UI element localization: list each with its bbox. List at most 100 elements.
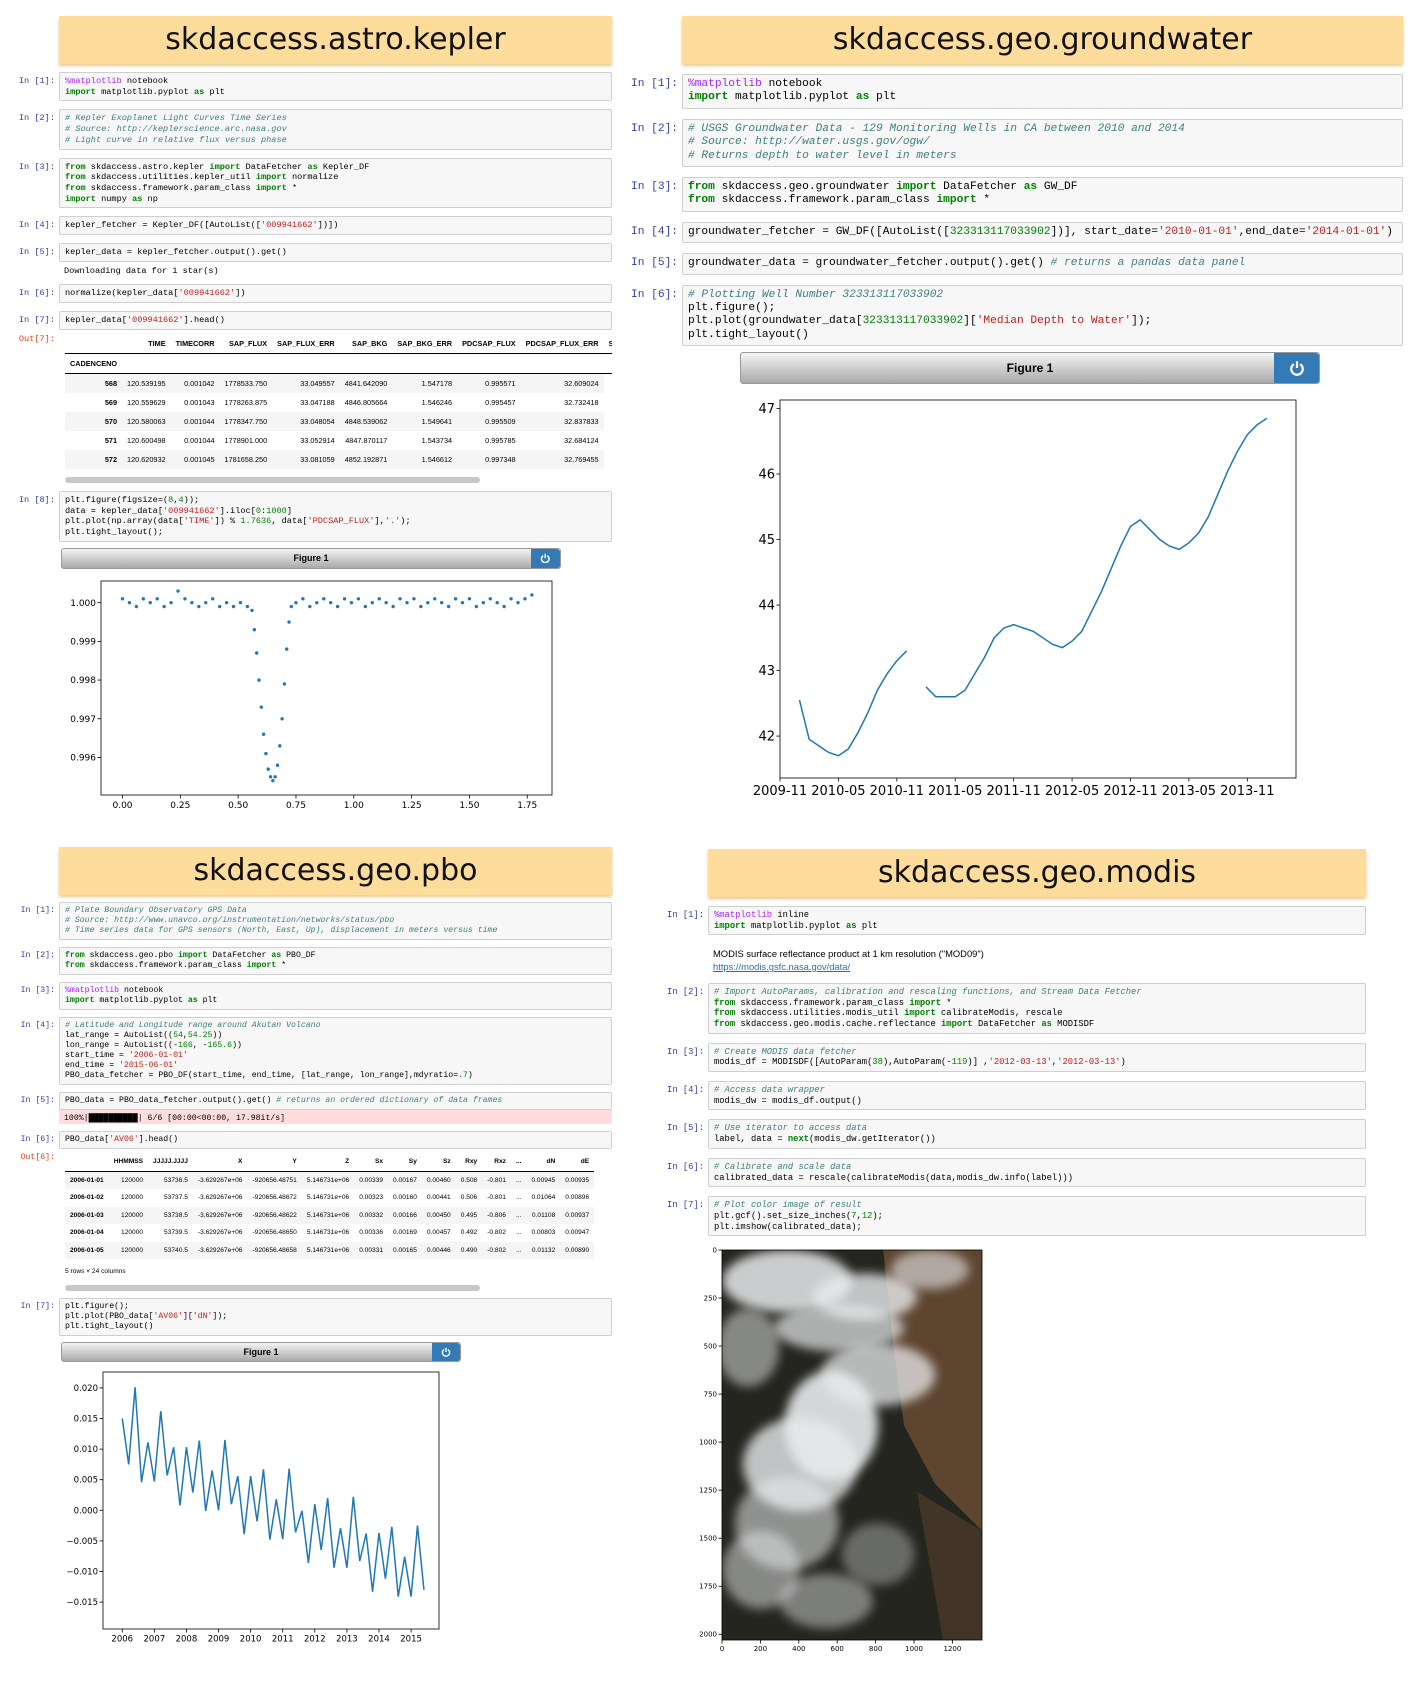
code-line: from skdaccess.geo.pbo import DataFetche… [65,951,316,960]
y-tick-label: 1500 [699,1535,717,1543]
point [342,596,347,601]
input-row: In [3]: from skdaccess.geo.groundwater im… [625,177,1403,212]
markdown-text: MODIS surface reflectance product at 1 k… [713,948,984,960]
table-cell: -920656.48658 [252,1246,297,1254]
code-token: # Source: http://keplerscience.arc.nasa.… [65,124,287,135]
x-tick-label: 2007 [144,1635,166,1645]
empty-header [457,353,521,374]
code-box: plt.figure(figsize=(8,4)); data = kepler_… [59,490,612,542]
code-token: import [255,172,287,183]
input-row: In [6]: normalize(kepler_data['009941662'… [16,284,612,304]
table-cell: 0.00166 [393,1211,417,1219]
code-token: import [255,182,287,193]
x-tick-label: 2010-05 [811,784,865,799]
table-cell: 1781658.250 [224,454,268,464]
column-header: SAP_BKG [339,333,393,354]
table-cell: 0.001045 [184,454,215,464]
table-cell: -0.806 [487,1211,506,1219]
table-output: HHMMSS JJJJJ.JJJJ X Y Z Sx Sy Sz Rxy Rxz... dN dE 20… [59,1149,612,1291]
cell: In [5]: groundwater_data = groundwater_fe… [625,253,1403,275]
code-token: import [904,1008,936,1019]
column-header: TIMECORR [170,333,220,354]
code-token: next [787,1134,810,1145]
code-line: PBO_data_fetcher = PBO_DF(start_time, en… [65,1071,473,1080]
notebook-panel: skdaccess.astro.kepler In [1]: %matplotlib… [16,16,612,821]
point [141,596,146,601]
table-cell: -0.802 [487,1246,506,1254]
prompt: In [4]: [20,1021,55,1030]
code-line: # Source: http://www.unavco.org/instrume… [65,916,606,926]
cell: In [7]: plt.figure(); plt.plot(PBO_data['A… [16,1298,612,1654]
point [287,619,291,624]
column-header: SAP_BKG_ERR [392,333,458,354]
code-line: # Latitude and Longitude range around Ak… [65,1021,606,1031]
point [446,604,451,608]
close-button[interactable] [432,1343,460,1361]
prompt: In [7]: [18,315,55,326]
code-box: # Plate Boundary Observatory GPS Data # S… [59,902,612,940]
code-line: plt.tight_layout() [688,328,809,341]
close-button[interactable] [1274,353,1319,384]
point [349,600,354,605]
code-box: kepler_fetcher = Kepler_DF([AutoList(['0… [59,216,612,236]
x-tick-label: 2010-11 [870,784,924,799]
prompt: In [4]: [631,225,678,238]
code-line: calibrated_data = rescale(calibrateModis… [714,1172,1073,1183]
table-row: 2006-01-02 120000 53737.5 -3.629267e+06 -920… [65,1189,594,1207]
table-head: HHMMSS JJJJJ.JJJJ X Y Z Sx Sy Sz Rxy Rxz... dN dE [65,1153,595,1172]
code-token: 1000 [266,505,287,516]
table-cell: 0.001044 [184,416,215,426]
table-cell: 0.00460 [426,1176,451,1184]
table-cell: 0.00935 [565,1176,590,1184]
code-box: # Kepler Exoplanet Light Curves Time Ser… [59,109,612,150]
table-cell: 0.00896 [565,1194,590,1201]
code-token: # Kepler Exoplanet Light Curves Time Ser… [65,113,287,124]
prompt: In [3]: [20,986,55,995]
code-token: '009941662' [163,505,220,516]
point [294,600,298,605]
code-line: label, data = next(modis_dw.getIterator(… [714,1134,936,1145]
code-line: %matplotlib notebook [65,986,164,995]
x-tick-label: 600 [831,1645,844,1653]
markdown-link[interactable]: https://modis.gsfc.nasa.gov/data/ [713,961,851,973]
prompt: In [1]: [667,910,704,920]
point [509,596,513,601]
code-box: PBO_data['AV06'].head() [59,1131,612,1149]
code-token: # Access data wrapper [714,1085,825,1096]
panel-title: skdaccess.geo.modis [708,849,1366,897]
y-tick-label: 250 [704,1295,717,1303]
table-cell: 1778533.750 [224,378,268,388]
figure-title: Figure 1 [243,1347,279,1357]
y-tick-label: 0.998 [70,676,96,686]
power-icon [441,1347,451,1357]
code-token: '2012-03-13' [1057,1057,1121,1068]
code-box: from skdaccess.geo.pbo import DataFetche… [59,947,612,975]
x-tick-label: 0.25 [170,801,190,811]
prompt: In [6]: [667,1161,704,1172]
point [224,600,229,605]
table-cell: 120.559629 [127,397,166,407]
point [259,705,263,709]
code-token: 7 [851,1210,857,1221]
table-cell: -3.629267e+06 [197,1246,243,1254]
code-line: from skdaccess.geo.groundwater import Da… [688,181,1078,194]
table-cell: ... [515,1246,522,1254]
prompt: In [6]: [20,1135,55,1144]
image-land [917,1492,982,1641]
cell: In [5]: PBO_data = PBO_data_fetcher.outpu… [16,1092,612,1124]
y-tick-label: 44 [758,599,775,614]
prompt: In [3]: [631,181,678,194]
y-tick-label: 2000 [699,1631,717,1639]
cell: In [1]: %matplotlib notebook import matplo… [625,74,1403,109]
table-cell: 0.997348 [485,454,516,464]
code-token: 323313117033902 [862,315,964,328]
y-tick-label: 47 [758,402,775,417]
input-row: In [3]: %matplotlib notebook import matplo… [16,982,612,1010]
point [322,596,326,601]
image-cloud [779,1574,873,1629]
row-index: 2006-01-05 [70,1246,104,1254]
table-cell: ... [515,1194,522,1201]
code-line: plt.plot(np.array(data['TIME']) % 1.7636… [65,516,411,527]
close-button[interactable] [531,548,560,568]
row-index: 2006-01-02 [70,1194,104,1201]
